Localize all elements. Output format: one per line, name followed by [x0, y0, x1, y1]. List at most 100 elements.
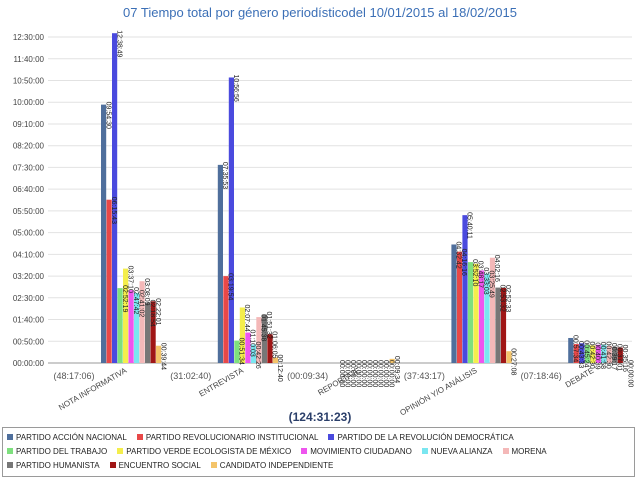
data-label: 00:00:00 [338, 360, 345, 387]
data-label: 10:56:56 [232, 74, 239, 101]
legend-swatch [7, 462, 13, 468]
data-label: 02:22:01 [154, 298, 161, 325]
data-label: 00:42:30 [604, 342, 611, 369]
bar [112, 33, 118, 363]
grand-total-label: (124:31:23) [289, 410, 352, 424]
data-label: 00:39:44 [159, 343, 166, 370]
data-label: 03:37:10 [126, 266, 133, 293]
legend-item: PARTIDO VERDE ECOLOGISTA DE MÉXICO [117, 445, 291, 457]
bar [234, 340, 240, 363]
legend-swatch [136, 434, 143, 440]
data-label: 00:00:00 [365, 360, 372, 387]
y-tick-label: 01:40:00 [13, 316, 45, 325]
data-label: 00:57:34 [571, 335, 578, 362]
chart-title: 07 Tiempo total por género periodísticod… [123, 5, 517, 20]
data-label: 02:47:42 [132, 287, 139, 314]
bar [156, 345, 162, 363]
y-tick-label: 00:50:00 [13, 337, 45, 346]
y-tick-label: 12:30:00 [13, 33, 45, 42]
bar [123, 268, 129, 363]
data-label: 00:41:58 [599, 342, 606, 369]
legend-item: PARTIDO ACCIÓN NACIONAL [7, 431, 127, 443]
data-label: 02:52:19 [121, 285, 128, 312]
bar [217, 164, 223, 363]
data-label: 00:00:00 [349, 360, 356, 387]
data-label: 04:16:16 [460, 249, 467, 276]
legend-label: ENCUENTRO SOCIAL [118, 460, 201, 470]
data-label: 00:42:30 [588, 342, 595, 369]
legend-label: MORENA [511, 446, 547, 456]
data-label: 00:00:00 [387, 360, 394, 387]
category-total: (31:02:40) [170, 371, 211, 381]
data-label: 00:00:00 [371, 360, 378, 387]
data-label: 00:37:01 [615, 344, 622, 371]
category-total: (48:17:06) [53, 371, 94, 381]
y-axis-ticks: 00:00:00 00:50:00 01:40:00 02:30:00 03:20:00… [13, 33, 45, 368]
legend-label: PARTIDO ACCIÓN NACIONAL [16, 432, 127, 442]
data-label: 00:00:00 [360, 360, 367, 387]
data-labels: 09:54:30 06:15:43 12:38:49 02:52:1903:37:10… [104, 30, 633, 387]
data-label: 01:45:38 [260, 314, 267, 341]
data-label: 01:06:05 [271, 331, 278, 358]
data-label: 05:40:11 [466, 212, 473, 239]
bar [612, 346, 618, 363]
data-label: 06:15:43 [110, 197, 117, 224]
legend-swatch [117, 448, 124, 454]
bar [478, 270, 485, 363]
bar [579, 343, 585, 363]
data-label: 02:52:33 [504, 285, 511, 312]
data-label: 00:00:00 [343, 360, 350, 387]
data-label: 03:52:10 [471, 259, 478, 286]
bar [245, 332, 251, 363]
legend-label: PARTIDO VERDE ECOLOGISTA DE MÉXICO [126, 446, 292, 456]
legend-item: NUEVA ALIANZA [421, 445, 493, 457]
data-label: 00:00:00 [626, 360, 633, 387]
data-label: 00:45:24 [582, 340, 589, 367]
y-tick-label: 10:50:00 [13, 77, 45, 86]
data-label: 00:40:39 [593, 342, 600, 369]
data-label: 03:48:17 [477, 261, 484, 288]
bar [473, 263, 479, 363]
y-tick-label: 00:00:00 [13, 359, 45, 368]
data-label: 00:27:08 [510, 348, 517, 375]
data-label: 00:09:34 [393, 356, 400, 383]
data-label: 02:41:02 [137, 290, 144, 317]
y-tick-label: 08:20:00 [13, 142, 45, 151]
data-label: 02:53:32 [499, 285, 506, 312]
bar [145, 302, 151, 363]
legend-swatch [7, 434, 13, 440]
bar [250, 344, 256, 363]
data-label: 00:12:40 [276, 354, 283, 381]
legend-item: PARTIDO HUMANISTA [7, 459, 100, 471]
y-tick-label: 06:40:00 [13, 185, 45, 194]
legend-label: PARTIDO DE LA REVOLUCIÓN DEMOCRÁTICA [337, 432, 514, 442]
data-label: 03:33:03 [482, 267, 489, 294]
bar [101, 104, 107, 363]
y-tick-label: 05:00:00 [13, 229, 45, 238]
bar [106, 199, 112, 363]
bar [500, 288, 507, 363]
bar [228, 77, 234, 363]
data-label: 00:39:17 [610, 343, 617, 370]
legend-swatch [421, 448, 428, 454]
legend-label: PARTIDO REVOLUCIONARIO INSTITUCIONAL [145, 432, 319, 442]
category-label: DEBATE [564, 366, 596, 390]
bar [134, 293, 140, 363]
data-label: 03:19:54 [227, 273, 234, 300]
category-total: (37:43:17) [404, 371, 445, 381]
legend-swatch [109, 462, 116, 468]
bar [223, 276, 229, 363]
y-tick-label: 04:10:00 [13, 250, 45, 259]
bar [117, 288, 123, 363]
data-label: 00:51:34 [238, 338, 245, 365]
bar [451, 244, 457, 363]
y-tick-label: 10:00:00 [13, 98, 45, 107]
data-label: 02:18:54 [148, 300, 155, 327]
data-label: 00:00:00 [354, 360, 361, 387]
legend-item: MORENA [502, 445, 547, 457]
legend-swatch [328, 434, 335, 440]
bar [267, 334, 273, 363]
legend: PARTIDO ACCIÓN NACIONAL PARTIDO REVOLUCIO… [2, 427, 635, 477]
y-tick-label: 05:50:00 [13, 207, 45, 216]
